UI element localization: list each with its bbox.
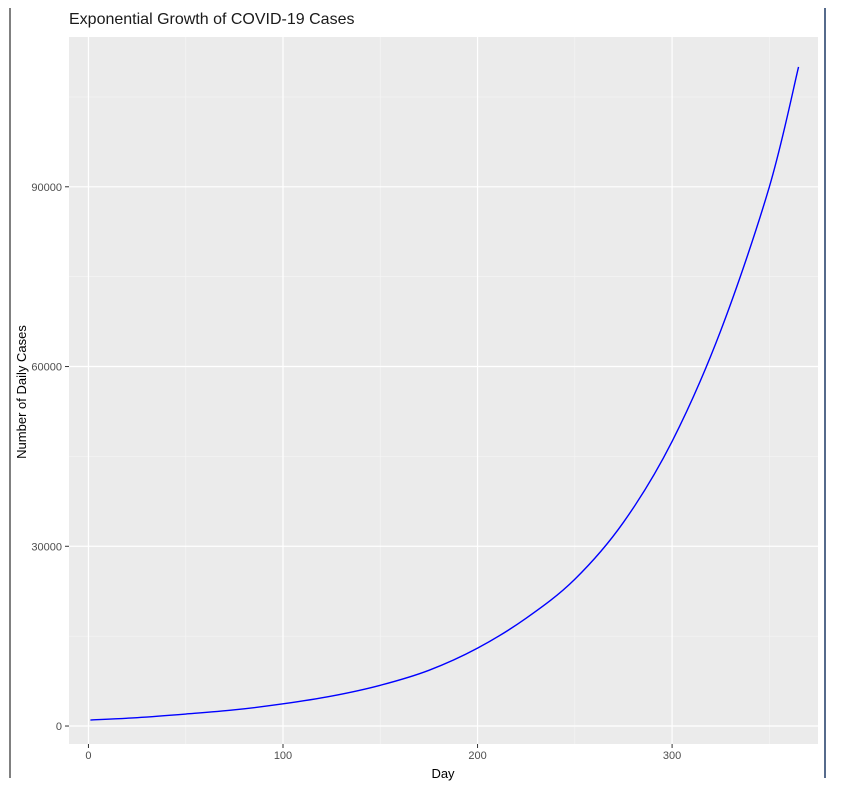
series-line (90, 66, 800, 721)
x-tick-label: 300 (663, 750, 681, 762)
x-axis: 0 100 200 300 (85, 744, 681, 762)
y-tick-label: 30000 (31, 541, 62, 553)
y-axis-title: Number of Daily Cases (14, 325, 29, 459)
y-axis: 0 30000 60000 90000 (31, 182, 69, 733)
minor-grid (69, 37, 818, 744)
x-tick-label: 0 (85, 750, 91, 762)
x-axis-title: Day (431, 766, 455, 781)
chart-title: Exponential Growth of COVID-19 Cases (69, 11, 354, 28)
series-layer (90, 66, 800, 721)
x-tick-label: 200 (468, 750, 486, 762)
x-tick-label: 100 (274, 750, 292, 762)
major-grid (69, 37, 818, 744)
y-tick-label: 90000 (31, 182, 62, 194)
y-tick-label: 0 (56, 721, 62, 733)
y-tick-label: 60000 (31, 362, 62, 374)
plot-panel (69, 37, 818, 744)
